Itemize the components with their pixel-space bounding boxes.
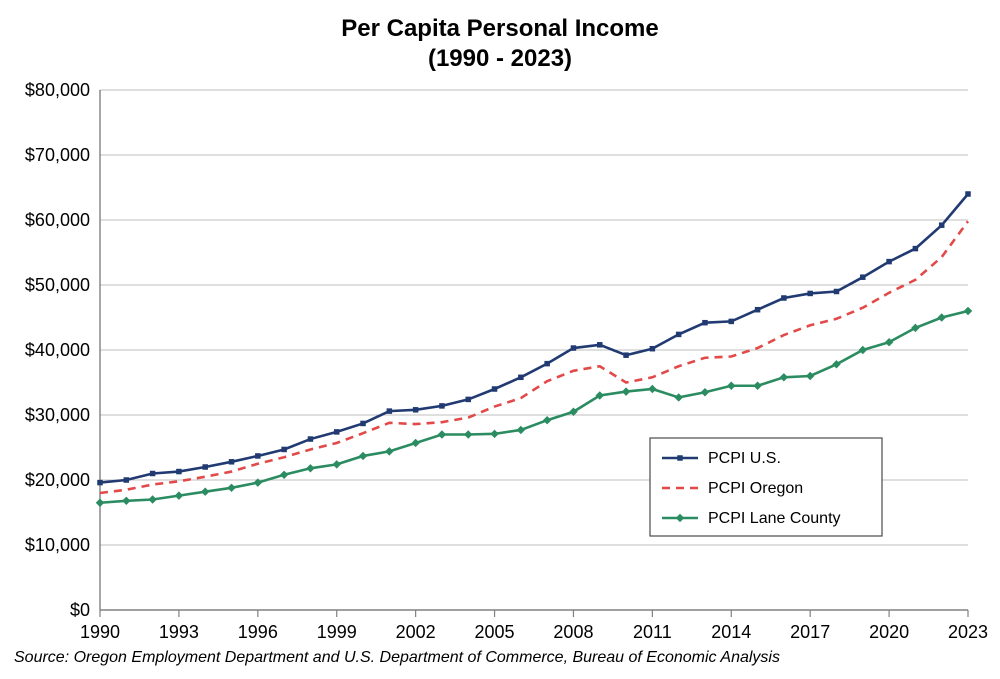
- series-marker: [753, 382, 761, 390]
- series-marker: [227, 484, 235, 492]
- series-marker: [648, 385, 656, 393]
- x-tick-label: 1996: [238, 622, 278, 642]
- y-tick-label: $60,000: [25, 210, 90, 230]
- series-marker: [727, 382, 735, 390]
- x-tick-label: 2011: [633, 622, 672, 642]
- series-marker: [886, 259, 892, 265]
- chart-container: Per Capita Personal Income (1990 - 2023)…: [0, 0, 1000, 679]
- series-marker: [806, 372, 814, 380]
- y-tick-label: $70,000: [25, 145, 90, 165]
- series-marker: [780, 373, 788, 381]
- y-tick-label: $10,000: [25, 535, 90, 555]
- y-tick-label: $40,000: [25, 340, 90, 360]
- series-marker: [597, 342, 603, 348]
- x-tick-label: 2017: [790, 622, 830, 642]
- series-marker: [438, 430, 446, 438]
- series-marker: [387, 408, 393, 414]
- series-marker: [964, 307, 972, 315]
- series-marker: [492, 386, 498, 392]
- series-marker: [517, 426, 525, 434]
- series-marker: [729, 319, 735, 325]
- series-marker: [913, 246, 919, 252]
- series-marker: [937, 313, 945, 321]
- x-tick-label: 2002: [396, 622, 436, 642]
- series-marker: [385, 447, 393, 455]
- series-marker: [202, 464, 208, 470]
- series-marker: [124, 477, 130, 483]
- series-marker: [860, 274, 866, 280]
- legend-label: PCPI Oregon: [708, 480, 803, 497]
- series-marker: [490, 430, 498, 438]
- series-marker: [96, 499, 104, 507]
- series-marker: [439, 403, 445, 409]
- series-marker: [175, 491, 183, 499]
- series-marker: [622, 387, 630, 395]
- series-marker: [939, 222, 945, 228]
- series-marker: [122, 497, 130, 505]
- series-marker: [834, 289, 840, 295]
- series-marker: [807, 291, 813, 297]
- chart-source-note: Source: Oregon Employment Department and…: [14, 649, 780, 667]
- series-marker: [676, 332, 682, 338]
- series-marker: [701, 388, 709, 396]
- series-marker: [544, 361, 550, 367]
- series-marker: [518, 375, 524, 381]
- legend-label: PCPI Lane County: [708, 510, 841, 527]
- x-tick-label: 2023: [948, 622, 988, 642]
- x-tick-label: 2008: [553, 622, 593, 642]
- series-marker: [308, 436, 314, 442]
- series-marker: [543, 416, 551, 424]
- legend-swatch-marker: [677, 455, 683, 461]
- chart-svg: $0 $10,000 $20,000 $30,000 $40,000 $50,000 $60…: [0, 0, 1000, 679]
- series-marker: [281, 447, 287, 453]
- series-marker: [229, 459, 235, 465]
- x-tick-label: 2014: [711, 622, 751, 642]
- series-marker: [465, 397, 471, 403]
- series-marker: [148, 495, 156, 503]
- y-tick-label: $50,000: [25, 275, 90, 295]
- series-marker: [413, 407, 419, 413]
- series-marker: [411, 439, 419, 447]
- series-marker: [755, 307, 761, 313]
- series-marker: [359, 452, 367, 460]
- series-marker: [150, 471, 156, 477]
- series-marker: [280, 471, 288, 479]
- y-tick-label: $0: [70, 600, 90, 620]
- series-marker: [702, 320, 708, 326]
- series-marker: [781, 295, 787, 301]
- x-tick-label: 2020: [869, 622, 909, 642]
- series-marker: [201, 487, 209, 495]
- y-tick-label: $20,000: [25, 470, 90, 490]
- series-marker: [334, 429, 340, 435]
- x-tick-label: 1999: [317, 622, 357, 642]
- series-marker: [623, 352, 629, 358]
- x-tick-label: 1993: [159, 622, 199, 642]
- series-marker: [332, 460, 340, 468]
- series-marker: [965, 191, 971, 197]
- x-tick-label: 2005: [475, 622, 515, 642]
- series-marker: [360, 421, 366, 427]
- y-tick-label: $80,000: [25, 80, 90, 100]
- series-marker: [674, 393, 682, 401]
- y-tick-label: $30,000: [25, 405, 90, 425]
- legend-label: PCPI U.S.: [708, 450, 781, 467]
- series-marker: [464, 430, 472, 438]
- series-marker: [255, 453, 261, 459]
- series-marker: [571, 345, 577, 351]
- series-marker: [97, 480, 103, 486]
- x-tick-label: 1990: [80, 622, 120, 642]
- series-marker: [650, 346, 656, 352]
- series-marker: [176, 469, 182, 475]
- series-marker: [306, 464, 314, 472]
